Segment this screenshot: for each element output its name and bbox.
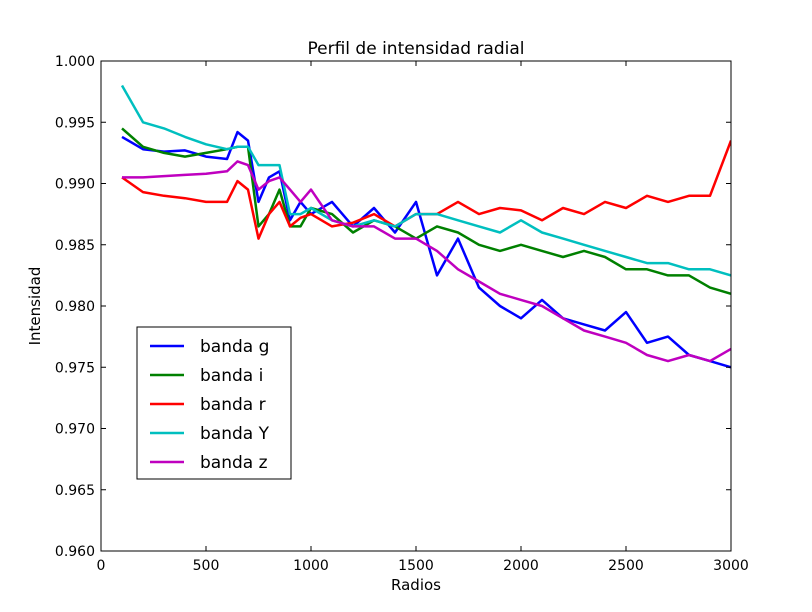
legend: banda g banda i banda r banda Y banda z (136, 326, 292, 480)
y-tick-label: 0.985 (55, 238, 95, 254)
y-tick-label: 0.975 (55, 360, 95, 376)
series-line-4 (120, 84, 731, 277)
y-tick-label: 0.980 (55, 299, 95, 315)
legend-label-5: banda z (200, 453, 268, 473)
legend-label-4: banda Y (200, 424, 270, 444)
legend-label-2: banda i (200, 366, 263, 386)
y-tick-label: 0.990 (55, 177, 95, 193)
x-tick-label: 0 (97, 558, 106, 574)
x-axis-label: Radios (391, 576, 441, 594)
series-line-3 (121, 140, 731, 240)
y-tick-label: 1.000 (55, 54, 95, 70)
x-tick-label: 1000 (293, 558, 329, 574)
x-tick-label: 3000 (713, 558, 749, 574)
series-line-5 (122, 160, 731, 363)
x-tick-label: 2500 (608, 558, 644, 574)
legend-label-1: banda g (200, 337, 269, 357)
ticks-layer: 0 500 1000 1500 2000 2500 3000 0.960 0.965 0.970 0… (55, 54, 749, 574)
y-tick-label: 0.995 (55, 115, 95, 131)
series-layer (120, 84, 731, 369)
chart-title: Perfil de intensidad radial (307, 39, 524, 59)
y-tick-label: 0.970 (55, 422, 95, 438)
y-tick-label: 0.965 (55, 483, 95, 499)
y-tick-label: 0.960 (55, 544, 95, 560)
x-tick-label: 1500 (398, 558, 434, 574)
x-tick-label: 500 (193, 558, 220, 574)
x-tick-label: 2000 (503, 558, 539, 574)
legend-label-3: banda r (200, 395, 266, 415)
y-axis-label: Intensidad (26, 267, 44, 346)
